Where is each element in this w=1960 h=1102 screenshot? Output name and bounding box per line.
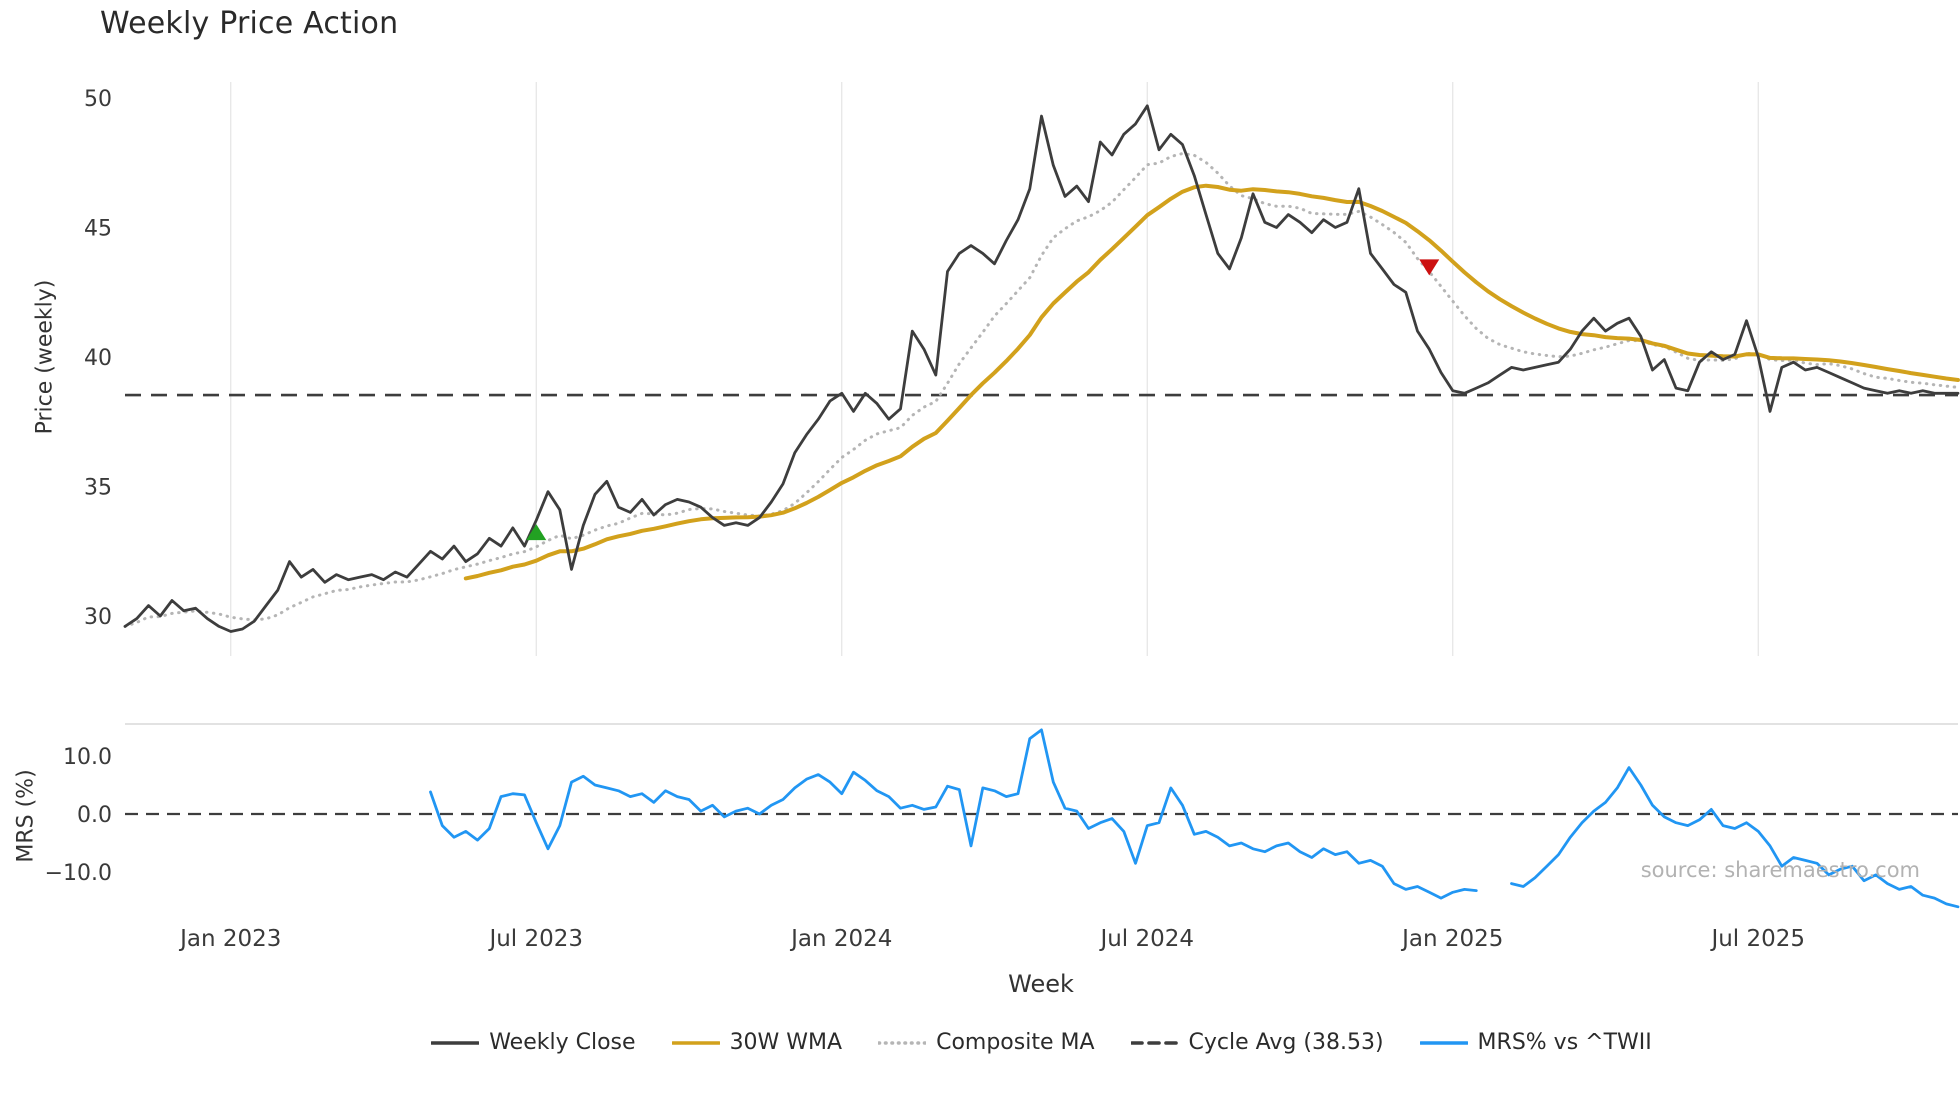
price-axis-label: Price (weekly): [32, 279, 58, 435]
x-tick-label: Jan 2024: [789, 926, 892, 952]
legend-swatch: [1419, 1040, 1468, 1045]
buy-signal-marker: [526, 524, 547, 541]
mrs-axis-label: MRS (%): [13, 769, 39, 863]
mrs-tick-label: 10.0: [63, 745, 112, 770]
legend-label: MRS% vs ^TWII: [1477, 1030, 1652, 1055]
legend-item-composite-ma: Composite MA: [878, 1030, 1095, 1055]
chart-legend: Weekly Close 30W WMA Composite MA Cycle Avg…: [125, 1030, 1958, 1055]
price-tick-label: 35: [84, 476, 112, 501]
legend-label: Weekly Close: [489, 1030, 636, 1055]
legend-item-cycle-avg-38-53: Cycle Avg (38.53): [1130, 1030, 1384, 1055]
price-tick-label: 30: [84, 605, 112, 630]
x-tick-label: Jul 2023: [487, 926, 583, 952]
legend-item-weekly-close: Weekly Close: [431, 1030, 636, 1055]
sell-signal-marker: [1419, 259, 1440, 276]
mrs-line: [429, 728, 1960, 909]
price-tick-label: 45: [84, 217, 112, 242]
legend-swatch: [431, 1040, 480, 1045]
mrs-tick-label: 0.0: [77, 803, 112, 828]
weekly-close-line: [123, 104, 1960, 633]
legend-label: Composite MA: [936, 1030, 1095, 1055]
price-tick-label: 40: [84, 346, 112, 371]
composite-ma-line: [123, 152, 1960, 628]
legend-swatch: [671, 1040, 720, 1045]
source-note: source: sharemaestro.com: [1640, 858, 1920, 882]
x-axis-label: Week: [1008, 970, 1074, 998]
legend-swatch: [878, 1040, 927, 1045]
x-tick-label: Jul 2024: [1098, 926, 1194, 952]
x-tick-label: Jan 2025: [1400, 926, 1503, 952]
chart-title: Weekly Price Action: [100, 6, 399, 41]
legend-label: Cycle Avg (38.53): [1188, 1030, 1384, 1055]
mrs-tick-label: −10.0: [45, 861, 112, 886]
x-tick-label: Jul 2025: [1709, 926, 1805, 952]
legend-label: 30W WMA: [729, 1030, 843, 1055]
legend-item-mrs-vs-twii: MRS% vs ^TWII: [1419, 1030, 1652, 1055]
wma-30w-line: [463, 183, 1960, 581]
legend-swatch: [1130, 1040, 1179, 1045]
legend-item-30w-wma: 30W WMA: [671, 1030, 843, 1055]
price-tick-label: 50: [84, 87, 112, 112]
x-tick-label: Jan 2023: [178, 926, 281, 952]
